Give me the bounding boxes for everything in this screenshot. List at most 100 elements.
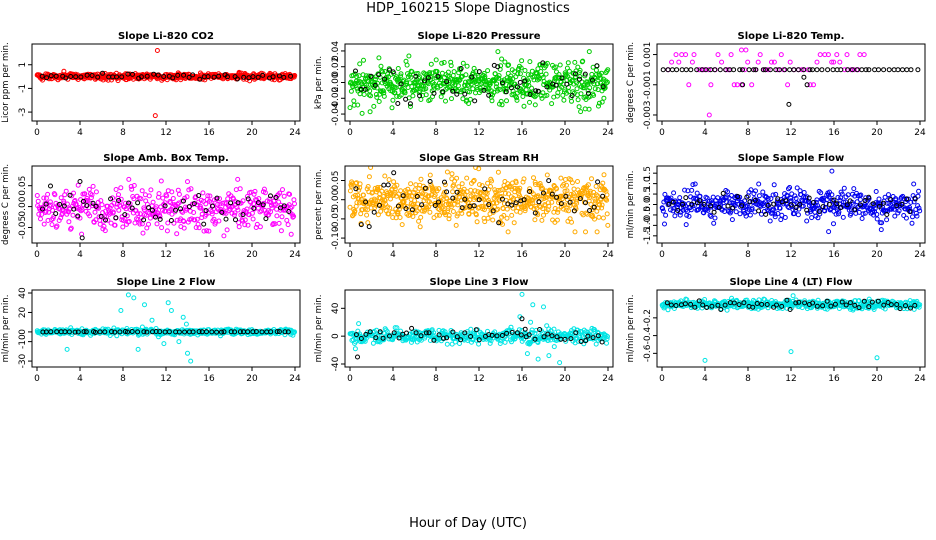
- data-point: [367, 329, 373, 335]
- data-point: [170, 196, 176, 201]
- data-point: [541, 334, 547, 340]
- data-point: [908, 199, 914, 205]
- data-point: [347, 188, 353, 194]
- data-point: [358, 211, 364, 217]
- outlier-point: [118, 308, 124, 313]
- data-point: [660, 206, 666, 212]
- data-point: [544, 84, 550, 90]
- data-point: [694, 67, 700, 73]
- data-point: [595, 333, 601, 339]
- data-point: [660, 67, 666, 73]
- data-point: [704, 305, 710, 310]
- data-point: [443, 98, 448, 104]
- data-point: [113, 187, 119, 192]
- data-point: [683, 67, 689, 73]
- data-point: [201, 221, 207, 227]
- data-point: [173, 207, 179, 213]
- x-tick-label: 12: [785, 250, 796, 260]
- data-point: [93, 203, 99, 209]
- data-point: [436, 332, 442, 338]
- data-point: [260, 72, 266, 78]
- data-point: [682, 301, 688, 307]
- data-point: [146, 193, 152, 199]
- data-point: [856, 298, 862, 304]
- data-point: [48, 73, 54, 79]
- data-point: [828, 206, 834, 211]
- data-point: [54, 223, 60, 229]
- data-point: [224, 74, 230, 80]
- data-point: [505, 229, 511, 235]
- data-point: [363, 199, 369, 205]
- data-point: [604, 340, 609, 346]
- data-point: [782, 67, 788, 73]
- data-point: [749, 205, 755, 211]
- data-point: [811, 205, 817, 211]
- data-point: [520, 179, 526, 185]
- data-point: [403, 206, 409, 212]
- x-tick-label: 0: [347, 374, 353, 384]
- data-point: [389, 209, 395, 215]
- x-tick-label: 16: [203, 374, 215, 384]
- data-point: [129, 205, 135, 211]
- data-point: [440, 204, 446, 210]
- x-tick-label: 16: [203, 250, 215, 260]
- x-tick-label: 0: [34, 250, 40, 260]
- data-point: [442, 179, 447, 185]
- data-point: [911, 181, 917, 187]
- data-point: [489, 178, 495, 184]
- data-point: [793, 205, 799, 210]
- y-axis-label: ml/min per min.: [314, 295, 324, 363]
- data-point: [844, 202, 850, 208]
- data-point: [859, 216, 865, 221]
- data-point: [814, 303, 820, 309]
- data-point: [575, 97, 581, 103]
- data-point: [745, 59, 751, 65]
- data-point: [904, 196, 910, 202]
- data-point: [489, 98, 495, 104]
- data-point: [250, 216, 256, 222]
- data-point: [788, 195, 794, 201]
- data-point: [802, 300, 808, 306]
- data-point: [426, 193, 432, 199]
- data-point: [181, 198, 186, 204]
- data-point: [479, 183, 485, 189]
- data-point: [592, 216, 597, 222]
- data-point: [469, 74, 475, 80]
- data-point: [53, 211, 59, 217]
- data-point: [863, 67, 869, 73]
- data-point: [562, 336, 568, 342]
- data-point: [594, 229, 600, 235]
- data-point: [181, 72, 187, 78]
- y-tick-label: -0.5: [643, 206, 653, 224]
- data-point: [572, 59, 578, 65]
- outlier-point: [541, 304, 546, 310]
- data-point: [394, 182, 400, 188]
- data-point: [831, 197, 837, 203]
- data-point: [371, 103, 377, 109]
- data-point: [481, 87, 487, 93]
- data-point: [478, 189, 484, 195]
- data-point: [476, 341, 482, 347]
- data-point: [442, 189, 447, 195]
- data-point: [495, 206, 501, 212]
- data-point: [511, 220, 517, 226]
- data-point: [907, 209, 913, 215]
- data-point: [70, 212, 76, 218]
- data-point: [63, 208, 69, 214]
- data-point: [438, 94, 444, 100]
- outlier-point: [786, 101, 792, 107]
- outlier-point: [702, 357, 708, 363]
- x-tick-label: 20: [246, 374, 258, 384]
- data-point: [771, 59, 777, 65]
- data-point: [128, 184, 134, 189]
- data-point: [582, 71, 588, 77]
- data-point: [186, 74, 192, 80]
- data-point: [131, 183, 137, 188]
- outlier-point: [355, 354, 360, 360]
- y-tick-label: 20: [18, 306, 28, 318]
- data-point: [122, 216, 128, 222]
- data-point: [585, 182, 591, 188]
- data-point: [544, 172, 550, 178]
- data-point: [913, 210, 919, 216]
- data-point: [532, 102, 538, 108]
